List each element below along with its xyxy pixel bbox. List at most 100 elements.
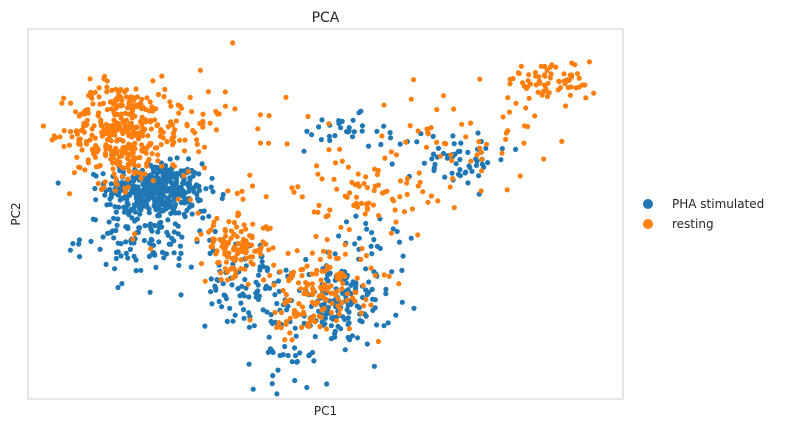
scatter-point bbox=[140, 133, 146, 139]
scatter-point bbox=[303, 256, 309, 263]
scatter-point bbox=[150, 178, 156, 184]
scatter-point bbox=[109, 190, 115, 196]
scatter-point bbox=[224, 277, 231, 283]
scatter-point bbox=[171, 229, 177, 235]
scatter-point bbox=[246, 242, 252, 248]
scatter-point bbox=[115, 137, 121, 143]
scatter-point bbox=[151, 251, 158, 257]
scatter-point bbox=[155, 158, 161, 164]
scatter-point bbox=[316, 202, 322, 208]
scatter-point bbox=[209, 175, 215, 181]
scatter-point bbox=[207, 250, 213, 256]
scatter-point bbox=[347, 190, 353, 196]
scatter-point bbox=[139, 96, 145, 102]
scatter-point bbox=[468, 158, 474, 164]
scatter-point bbox=[97, 246, 103, 252]
scatter-point bbox=[267, 272, 273, 278]
scatter-point bbox=[243, 250, 249, 256]
scatter-point bbox=[250, 261, 256, 267]
scatter-point bbox=[156, 211, 162, 218]
scatter-point bbox=[212, 228, 218, 235]
scatter-point bbox=[344, 297, 350, 303]
scatter-point bbox=[544, 67, 550, 73]
scatter-point bbox=[205, 89, 211, 95]
scatter-point bbox=[101, 126, 107, 132]
scatter-point bbox=[235, 210, 241, 216]
scatter-point bbox=[243, 255, 250, 261]
scatter-point bbox=[429, 156, 435, 162]
scatter-point bbox=[542, 72, 548, 78]
scatter-point bbox=[299, 304, 306, 310]
scatter-point bbox=[388, 230, 394, 236]
scatter-point bbox=[91, 123, 97, 129]
scatter-point bbox=[499, 150, 505, 156]
scatter-point bbox=[332, 328, 338, 334]
scatter-point bbox=[270, 349, 276, 356]
plot-frame bbox=[27, 28, 624, 400]
scatter-point bbox=[161, 94, 167, 100]
scatter-point bbox=[59, 100, 65, 106]
scatter-point bbox=[143, 106, 149, 113]
scatter-point bbox=[159, 163, 165, 169]
scatter-point bbox=[111, 215, 117, 221]
scatter-point bbox=[321, 295, 327, 301]
scatter-point bbox=[112, 204, 118, 210]
scatter-point bbox=[230, 40, 236, 46]
scatter-point bbox=[206, 213, 212, 219]
scatter-point bbox=[324, 381, 330, 387]
scatter-point bbox=[310, 286, 316, 292]
scatter-point bbox=[135, 132, 141, 139]
scatter-point bbox=[229, 255, 235, 262]
scatter-point bbox=[76, 164, 82, 170]
scatter-point bbox=[153, 106, 159, 112]
scatter-point bbox=[107, 196, 113, 202]
scatter-point bbox=[532, 113, 538, 119]
scatter-point bbox=[375, 338, 381, 345]
scatter-point bbox=[289, 337, 295, 343]
scatter-point bbox=[340, 314, 346, 320]
scatter-point bbox=[326, 133, 332, 139]
scatter-point bbox=[142, 223, 148, 229]
scatter-point bbox=[68, 100, 74, 106]
scatter-point bbox=[231, 244, 237, 250]
scatter-point bbox=[321, 305, 327, 312]
chart-title: PCA bbox=[312, 10, 340, 26]
scatter-point bbox=[197, 120, 203, 127]
scatter-point bbox=[175, 196, 181, 202]
scatter-point bbox=[425, 199, 431, 205]
scatter-point bbox=[294, 248, 300, 254]
scatter-point bbox=[79, 147, 85, 153]
scatter-point bbox=[151, 242, 157, 248]
scatter-point bbox=[500, 114, 506, 120]
scatter-point bbox=[120, 138, 126, 144]
scatter-point bbox=[231, 219, 237, 226]
scatter-point bbox=[168, 179, 174, 185]
scatter-point bbox=[526, 72, 532, 78]
scatter-point bbox=[213, 287, 219, 293]
scatter-point bbox=[280, 352, 286, 358]
scatter-point bbox=[181, 173, 187, 179]
scatter-point bbox=[459, 121, 465, 127]
scatter-point bbox=[327, 137, 333, 143]
scatter-point bbox=[363, 296, 369, 303]
scatter-point bbox=[430, 151, 437, 157]
scatter-point bbox=[96, 94, 102, 100]
scatter-point bbox=[295, 280, 302, 286]
scatter-point bbox=[301, 148, 307, 154]
scatter-point bbox=[222, 103, 228, 109]
scatter-point bbox=[246, 294, 252, 300]
scatter-point bbox=[190, 173, 196, 179]
scatter-point bbox=[270, 373, 276, 379]
scatter-point bbox=[168, 119, 174, 125]
scatter-point bbox=[477, 145, 483, 151]
scatter-point bbox=[423, 144, 430, 150]
scatter-point bbox=[345, 334, 351, 341]
scatter-point bbox=[345, 287, 351, 293]
scatter-point bbox=[358, 256, 364, 262]
scatter-point bbox=[389, 196, 395, 202]
scatter-point bbox=[147, 221, 154, 227]
scatter-point bbox=[67, 191, 73, 197]
scatter-point bbox=[397, 178, 404, 184]
scatter-point bbox=[103, 261, 109, 267]
scatter-point bbox=[112, 121, 118, 127]
